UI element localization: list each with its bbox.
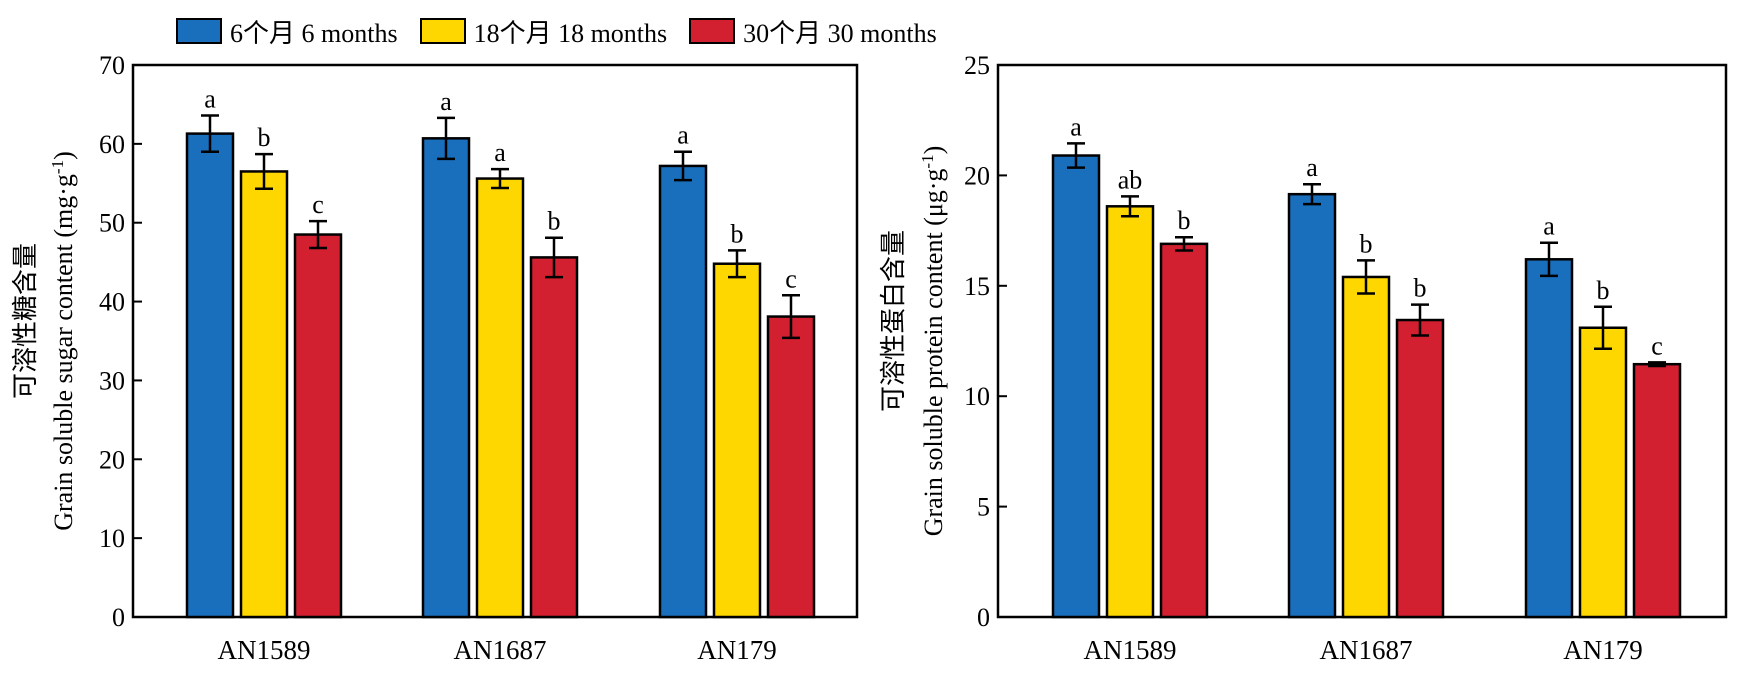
y-tick-label: 20 [99, 445, 125, 474]
y-tick-label: 60 [99, 130, 125, 159]
significance-label: a [204, 84, 216, 113]
significance-label: a [1070, 112, 1082, 141]
bar [421, 137, 471, 619]
significance-label: b [1178, 206, 1191, 235]
bar [1578, 326, 1628, 619]
bar [185, 132, 235, 619]
y-tick-label: 15 [964, 272, 990, 301]
x-tick-label: AN1589 [218, 635, 311, 665]
legend-label-6-months: 6个月 6 months [230, 18, 398, 48]
bar [529, 256, 579, 619]
bar [1159, 242, 1209, 619]
legend: 6个月 6 months 18个月 18 months 30个月 30 mont… [176, 14, 959, 48]
significance-label: ab [1118, 165, 1143, 194]
legend-item-18-months: 18个月 18 months [419, 13, 668, 50]
bar [712, 262, 762, 619]
significance-label: a [1543, 212, 1555, 241]
y-tick-label: 10 [99, 524, 125, 553]
x-tick-label: AN1687 [1320, 635, 1413, 665]
bar [475, 177, 525, 619]
bar [1287, 192, 1337, 619]
chart-panel-2: 0510152025aabbAN1589abbAN1687abcAN179可溶性… [879, 51, 1728, 665]
significance-label: b [548, 207, 561, 236]
y-tick-label: 0 [977, 603, 990, 632]
significance-label: c [785, 264, 797, 293]
bar [1341, 275, 1391, 619]
bar [1051, 154, 1101, 619]
significance-label: b [731, 219, 744, 248]
x-tick-label: AN179 [697, 635, 777, 665]
bar [1632, 362, 1682, 619]
legend-item-6-months: 6个月 6 months [176, 13, 398, 50]
legend-swatch-18-months [419, 18, 466, 44]
y-tick-label: 30 [99, 366, 125, 395]
significance-label: c [312, 190, 324, 219]
x-tick-label: AN1589 [1084, 635, 1177, 665]
y-tick-label: 40 [99, 288, 125, 317]
legend-swatch-30-months [689, 18, 736, 44]
significance-label: b [1414, 274, 1427, 303]
y-axis-title-chinese: 可溶性蛋白含量 [879, 230, 908, 412]
bar [1105, 205, 1155, 619]
significance-label: a [440, 87, 452, 116]
y-tick-label: 25 [964, 51, 990, 80]
y-axis-title-chinese: 可溶性糖含量 [11, 243, 40, 399]
bar [658, 164, 708, 619]
bar [239, 170, 289, 619]
legend-label-30-months: 30个月 30 months [743, 18, 937, 48]
significance-label: b [258, 123, 271, 152]
bar [1524, 258, 1574, 619]
y-axis-title: Grain soluble protein content (μg·g-1) [918, 146, 949, 537]
significance-label: b [1597, 276, 1610, 305]
x-tick-label: AN1687 [454, 635, 547, 665]
y-tick-label: 0 [112, 603, 125, 632]
bar [293, 233, 343, 619]
bar [1395, 318, 1445, 619]
y-tick-label: 50 [99, 209, 125, 238]
x-tick-label: AN179 [1563, 635, 1643, 665]
y-axis-title: Grain soluble sugar content (mg·g-1) [48, 151, 79, 531]
significance-label: b [1360, 229, 1373, 258]
y-tick-label: 70 [99, 51, 125, 80]
legend-item-30-months: 30个月 30 months [689, 13, 937, 50]
chart-panel-1: 0 10 20 30 40 50 60 70 a b c AN1589 a a b AN1687 a b c AN17… [11, 51, 859, 665]
significance-label: a [677, 121, 689, 150]
y-tick-label: 5 [977, 493, 990, 522]
legend-label-18-months: 18个月 18 months [473, 18, 668, 48]
significance-label: a [1306, 153, 1318, 182]
y-tick-label: 20 [964, 161, 990, 190]
significance-label: c [1651, 331, 1663, 360]
legend-swatch-6-months [176, 18, 222, 44]
significance-label: a [494, 138, 506, 167]
bar [766, 315, 816, 619]
y-tick-label: 10 [964, 382, 990, 411]
